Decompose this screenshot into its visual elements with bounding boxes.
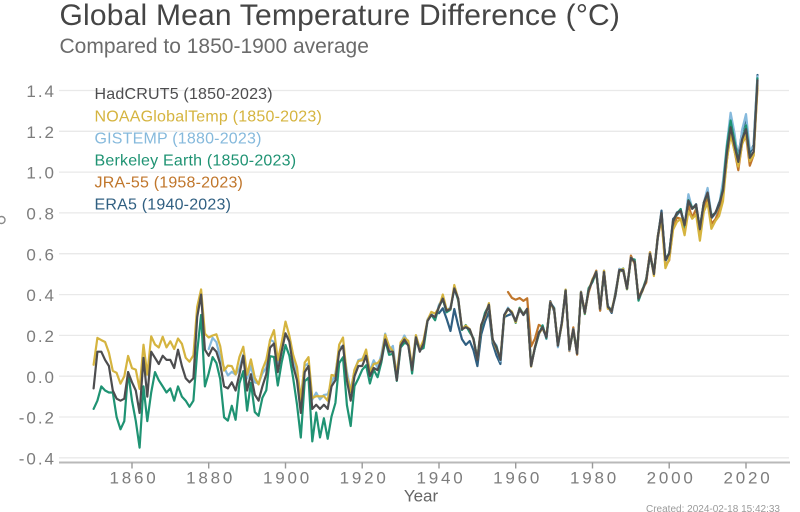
svg-text:GISTEMP (1880-2023): GISTEMP (1880-2023) <box>95 130 262 147</box>
svg-text:1980: 1980 <box>570 469 619 488</box>
svg-text:HadCRUT5 (1850-2023): HadCRUT5 (1850-2023) <box>95 86 273 103</box>
svg-text:-0.2: -0.2 <box>19 409 56 428</box>
svg-text:1.0: 1.0 <box>26 164 56 183</box>
svg-text:Berkeley Earth (1850-2023): Berkeley Earth (1850-2023) <box>95 153 297 170</box>
svg-text:0.8: 0.8 <box>26 205 56 224</box>
svg-text:2000: 2000 <box>647 469 696 488</box>
svg-text:ERA5 (1940-2023): ERA5 (1940-2023) <box>95 197 232 214</box>
svg-text:Created: 2024-02-18 15:42:33: Created: 2024-02-18 15:42:33 <box>646 504 780 512</box>
svg-text:2020: 2020 <box>723 469 772 488</box>
svg-text:Global Mean Temperature Differ: Global Mean Temperature Difference (°C) <box>60 0 621 32</box>
svg-text:Compared to 1850-1900 average: Compared to 1850-1900 average <box>60 35 369 58</box>
svg-text:JRA-55 (1958-2023): JRA-55 (1958-2023) <box>95 175 244 192</box>
svg-text:0.6: 0.6 <box>26 245 56 264</box>
svg-text:1960: 1960 <box>493 469 542 488</box>
svg-text:1.2: 1.2 <box>26 123 56 142</box>
svg-text:1920: 1920 <box>340 469 389 488</box>
svg-text:Year: Year <box>404 487 439 506</box>
svg-text:1.4: 1.4 <box>26 82 56 101</box>
svg-text:NOAAGlobalTemp (1850-2023): NOAAGlobalTemp (1850-2023) <box>95 108 323 125</box>
svg-text:-0.4: -0.4 <box>19 449 56 468</box>
svg-text:0.2: 0.2 <box>26 327 56 346</box>
svg-text:1880: 1880 <box>186 469 235 488</box>
svg-text:1900: 1900 <box>263 469 312 488</box>
svg-text:0.4: 0.4 <box>26 286 56 305</box>
svg-text:0.0: 0.0 <box>26 368 56 387</box>
svg-text:1940: 1940 <box>416 469 465 488</box>
svg-text:1860: 1860 <box>109 469 158 488</box>
